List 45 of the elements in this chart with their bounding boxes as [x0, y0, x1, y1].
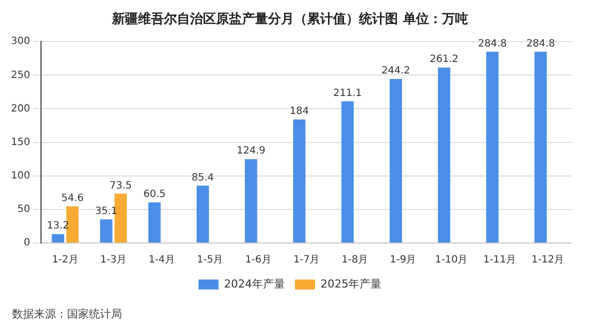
x-tick-label: 1-7月	[293, 254, 320, 266]
bar	[148, 202, 161, 242]
data-label: 284.8	[526, 38, 555, 50]
bar	[244, 159, 258, 242]
source-note: 数据来源：国家统计局	[12, 307, 122, 320]
x-tick-label: 1-12月	[532, 254, 564, 266]
data-label: 85.4	[192, 172, 214, 184]
bar	[114, 194, 127, 242]
x-tick-label: 1-8月	[342, 254, 368, 266]
data-label: 184	[290, 106, 309, 118]
data-label: 284.8	[478, 38, 507, 50]
bar	[486, 52, 499, 242]
y-tick-label: 200	[10, 103, 30, 114]
data-label: 54.6	[61, 192, 84, 204]
legend-label: 2025年产量	[320, 277, 382, 290]
bar	[100, 219, 112, 242]
chart-title: 新疆维吾尔自治区原盐产量分月（累计值）统计图 单位：万吨	[111, 11, 468, 28]
x-tick-label: 1-11月	[483, 254, 516, 266]
x-tick-label: 1-5月	[196, 254, 224, 266]
bar	[390, 79, 402, 242]
legend-label: 2024年产量	[224, 277, 286, 290]
x-tick-label: 1-4月	[148, 254, 175, 266]
x-tick-label: 1-6月	[245, 254, 272, 266]
y-tick-label: 100	[10, 170, 30, 182]
bar	[438, 68, 450, 242]
data-label: 60.5	[143, 188, 166, 200]
bar	[52, 234, 64, 242]
y-tick-label: 300	[10, 36, 30, 48]
bar	[534, 52, 547, 242]
x-tick-label: 1-3月	[100, 254, 127, 266]
bar	[293, 119, 306, 242]
data-label: 124.9	[236, 146, 266, 157]
y-tick-label: 250	[10, 70, 30, 81]
x-tick-label: 1-2月	[52, 254, 78, 266]
data-label: 73.5	[110, 180, 132, 192]
data-label: 261.2	[430, 54, 458, 66]
data-label: 211.1	[333, 88, 362, 99]
bar	[196, 186, 209, 242]
data-label: 244.2	[382, 66, 410, 77]
y-tick-label: 0	[24, 238, 30, 249]
y-tick-label: 50	[17, 204, 30, 216]
bar	[341, 101, 354, 242]
x-tick-label: 1-9月	[390, 254, 416, 266]
y-tick-label: 150	[10, 136, 30, 148]
x-tick-label: 1-10月	[434, 254, 468, 266]
